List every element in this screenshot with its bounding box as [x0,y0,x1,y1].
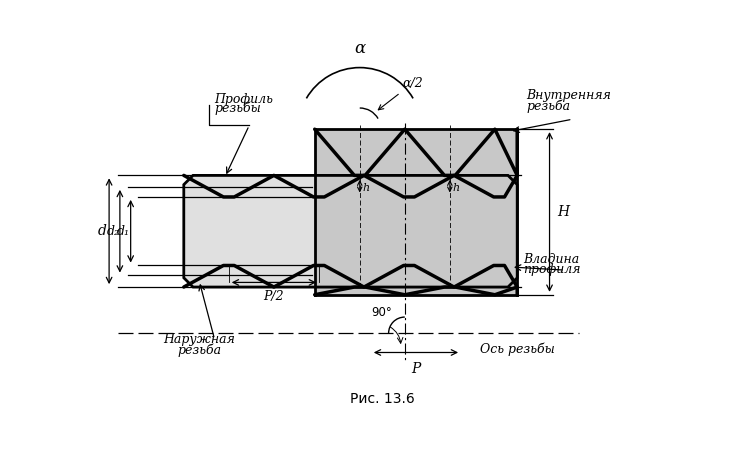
Text: Рис. 13.6: Рис. 13.6 [350,392,415,406]
Text: α/2: α/2 [378,77,423,110]
Text: резьбы: резьбы [214,102,261,115]
Text: P/2: P/2 [264,290,284,303]
Text: d₁: d₁ [117,225,130,238]
Text: Владина: Владина [524,253,580,266]
Polygon shape [184,176,517,287]
Text: h: h [453,184,460,193]
Text: d₂: d₂ [107,225,120,238]
Text: Ось резьбы: Ось резьбы [480,342,555,356]
Text: Наружная: Наружная [164,333,235,346]
Text: профиля: профиля [524,263,581,276]
Text: Внутренняя: Внутренняя [527,89,611,102]
Text: 90°: 90° [371,306,392,319]
Text: резьба: резьба [177,343,221,357]
Text: резьба: резьба [527,99,571,113]
Text: d: d [98,224,107,238]
Text: α: α [354,40,365,57]
Text: H: H [557,205,569,219]
Text: h: h [363,184,370,193]
Polygon shape [314,129,517,295]
Text: Профиль: Профиль [214,93,273,106]
Text: P: P [412,362,421,376]
